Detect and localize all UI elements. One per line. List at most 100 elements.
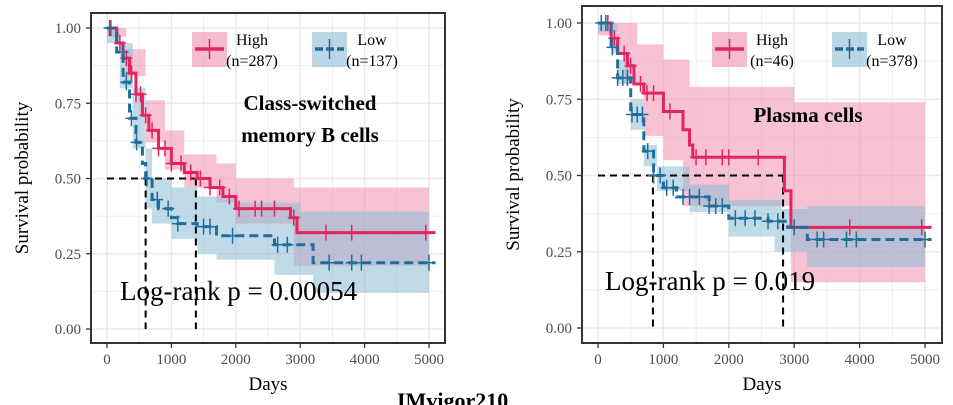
high-censor-mark xyxy=(268,200,281,217)
low-censor-mark xyxy=(771,213,784,230)
panel-title: memory B cells xyxy=(241,123,379,147)
high-censor-mark xyxy=(634,76,647,92)
high-censor-mark xyxy=(699,149,712,166)
low-censor-mark xyxy=(919,231,931,248)
x-axis-label: Days xyxy=(742,374,781,395)
low-censor-mark xyxy=(130,134,143,151)
x-axis-label: Days xyxy=(248,374,287,395)
median-survival-line xyxy=(598,174,785,328)
high-censor-mark xyxy=(647,85,660,102)
footer-title-text: IMvigor210 xyxy=(397,388,509,405)
y-tick-label: 0.00 xyxy=(55,322,81,338)
low-censor-mark xyxy=(636,106,649,123)
low-censor-mark xyxy=(817,231,830,248)
x-tick-label: 3000 xyxy=(779,352,809,368)
legend-label-low: Low xyxy=(877,32,907,49)
low-censor-mark xyxy=(423,254,435,271)
low-censor-mark xyxy=(171,215,184,232)
x-tick-label: 3000 xyxy=(285,352,315,368)
low-censor-mark xyxy=(116,44,129,61)
high-ci-band xyxy=(107,28,429,266)
median-survival-line xyxy=(107,177,197,329)
x-tick-label: 2000 xyxy=(714,352,744,368)
low-censor-mark xyxy=(204,218,217,235)
y-tick-label: 1.00 xyxy=(55,21,81,37)
km-panel-1: 0.00 0.25 0.50 0.75 1.00 0 1000 2000 3000 4000 500… xyxy=(12,12,446,395)
y-tick-label: 0.75 xyxy=(546,92,572,108)
x-tick-label: 5000 xyxy=(414,352,444,368)
high-censor-mark xyxy=(345,224,358,241)
x-tick-label: 2000 xyxy=(221,352,251,368)
high-censor-mark xyxy=(233,200,246,217)
high-censor-mark xyxy=(319,224,332,241)
low-censor-mark xyxy=(140,170,153,187)
low-censor-mark xyxy=(667,179,680,196)
low-censor-mark xyxy=(323,254,336,271)
low-censor-mark xyxy=(716,198,729,214)
high-censor-mark xyxy=(158,140,171,157)
high-censor-mark xyxy=(752,149,765,166)
low-censor-mark xyxy=(641,143,654,160)
y-tick-label: 0.75 xyxy=(55,96,81,112)
high-censor-mark xyxy=(223,188,236,205)
high-censor-mark xyxy=(624,57,637,74)
x-tick-label: 5000 xyxy=(910,352,940,368)
high-censor-mark xyxy=(175,155,188,172)
low-censor-mark xyxy=(654,167,667,184)
low-censor-mark xyxy=(693,188,706,205)
panel-title: Plasma cells xyxy=(753,103,862,127)
low-censor-mark xyxy=(125,110,138,127)
low-ci-band xyxy=(107,28,429,293)
high-censor-mark xyxy=(843,219,856,236)
y-tick-label: 0.25 xyxy=(55,247,81,263)
high-censor-mark xyxy=(419,224,432,241)
high-censor-mark xyxy=(213,179,226,196)
legend-n-low: (n=137) xyxy=(346,53,398,70)
y-tick-label: 1.00 xyxy=(546,16,572,32)
y-axis-label: Survival probability xyxy=(12,101,33,254)
low-censor-mark xyxy=(226,227,239,244)
legend-n-high: (n=46) xyxy=(750,53,794,70)
y-tick-label: 0.50 xyxy=(546,169,572,185)
high-censor-mark xyxy=(184,164,197,181)
high-censor-mark xyxy=(134,86,147,103)
low-censor-mark xyxy=(281,236,294,253)
x-tick-label: 1000 xyxy=(156,352,186,368)
low-censor-mark xyxy=(621,69,634,86)
high-censor-mark xyxy=(287,209,300,226)
logrank-pvalue: Log-rank p = 0.00054 xyxy=(120,276,358,306)
x-tick-label: 1000 xyxy=(648,352,678,368)
legend-label-high: High xyxy=(236,32,268,49)
legend-n-low: (n=378) xyxy=(866,53,918,70)
legend-label-low: Low xyxy=(357,32,387,49)
low-censor-mark xyxy=(355,254,368,271)
high-censor-mark xyxy=(146,122,159,139)
panel-title: Class-switched xyxy=(243,91,376,115)
low-censor-mark xyxy=(748,210,761,227)
x-tick-label: 4000 xyxy=(350,352,380,368)
high-censor-mark xyxy=(915,219,928,236)
low-censor-mark xyxy=(103,20,116,36)
km-panel-2: 0.00 0.25 0.50 0.75 1.00 0 1000 2000 3000 4000 500… xyxy=(503,5,943,395)
low-censor-mark xyxy=(120,74,133,91)
legend-n-high: (n=287) xyxy=(226,53,278,70)
high-censor-mark xyxy=(255,200,268,217)
low-censor-mark xyxy=(606,39,619,56)
low-censor-mark xyxy=(788,219,801,236)
x-tick-label: 0 xyxy=(103,352,111,368)
y-tick-label: 0.00 xyxy=(546,321,572,337)
plot-border xyxy=(581,5,943,344)
logrank-pvalue: Log-rank p = 0.019 xyxy=(605,266,815,296)
high-censor-mark xyxy=(663,103,676,120)
low-censor-mark xyxy=(162,200,175,217)
high-censor-mark xyxy=(194,170,207,187)
x-tick-label: 4000 xyxy=(845,352,875,368)
low-censor-mark xyxy=(599,15,612,31)
high-censor-mark xyxy=(722,149,735,166)
y-axis-label: Survival probability xyxy=(503,98,524,251)
high-censor-mark xyxy=(125,65,138,82)
high-censor-mark xyxy=(139,107,152,124)
y-tick-label: 0.50 xyxy=(55,172,81,188)
